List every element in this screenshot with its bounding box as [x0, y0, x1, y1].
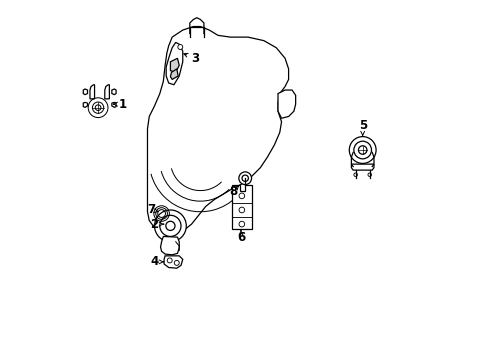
Polygon shape — [147, 27, 288, 235]
Polygon shape — [112, 102, 116, 107]
Text: 4: 4 — [150, 255, 158, 268]
Text: 5: 5 — [358, 119, 366, 132]
Polygon shape — [232, 185, 251, 229]
Polygon shape — [164, 256, 183, 268]
Polygon shape — [166, 42, 183, 85]
Text: 6: 6 — [236, 231, 244, 244]
Circle shape — [178, 45, 183, 49]
Polygon shape — [83, 102, 87, 107]
Polygon shape — [351, 164, 373, 170]
Text: 2: 2 — [150, 217, 158, 231]
Text: 3: 3 — [191, 52, 199, 65]
Circle shape — [238, 172, 251, 185]
Polygon shape — [170, 58, 179, 72]
Polygon shape — [83, 89, 87, 95]
Polygon shape — [278, 90, 295, 118]
Circle shape — [154, 210, 186, 242]
Polygon shape — [160, 237, 179, 255]
Text: 8: 8 — [228, 185, 237, 198]
Polygon shape — [104, 85, 109, 99]
Circle shape — [348, 136, 375, 163]
Polygon shape — [90, 85, 94, 99]
Polygon shape — [112, 89, 116, 95]
Polygon shape — [170, 69, 178, 80]
Text: 1: 1 — [119, 98, 126, 111]
Text: 7: 7 — [147, 203, 155, 216]
